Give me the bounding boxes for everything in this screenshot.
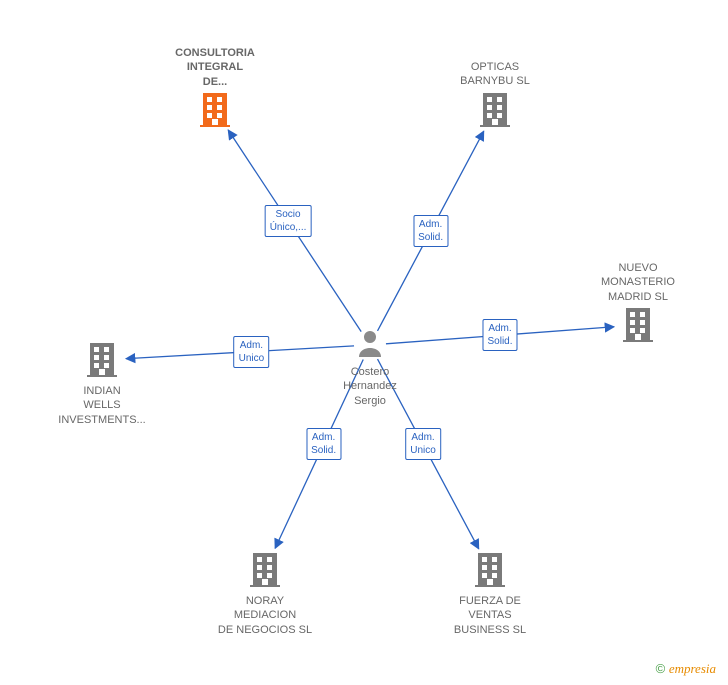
edge-label-fuerza: Adm.Unico — [405, 428, 441, 460]
node-label-noray: NORAYMEDIACIONDE NEGOCIOS SL — [205, 594, 325, 637]
building-icon-indian — [87, 343, 117, 377]
footer-brand: empresia — [669, 661, 716, 676]
node-label-consultoria: CONSULTORIAINTEGRALDE... — [155, 46, 275, 89]
edge-label-opticas: Adm.Solid. — [413, 215, 448, 247]
edge-label-indian: Adm.Unico — [234, 336, 270, 368]
node-label-indian: INDIANWELLSINVESTMENTS... — [42, 384, 162, 427]
edge-label-noray: Adm.Solid. — [306, 428, 341, 460]
node-label-center: CosteroHernandezSergio — [310, 365, 430, 408]
building-icon-opticas — [480, 93, 510, 127]
building-icon-noray — [250, 553, 280, 587]
edge-label-consultoria: SocioÚnico,... — [265, 205, 312, 237]
node-label-opticas: OPTICASBARNYBU SL — [435, 60, 555, 89]
person-icon — [359, 331, 381, 357]
building-icon-nuevo — [623, 308, 653, 342]
node-label-nuevo: NUEVOMONASTERIOMADRID SL — [578, 261, 698, 304]
edge-label-nuevo: Adm.Solid. — [482, 319, 517, 351]
building-icon-fuerza — [475, 553, 505, 587]
footer: © empresia — [656, 661, 716, 677]
footer-copyright: © — [656, 661, 666, 676]
diagram-canvas — [0, 0, 728, 685]
node-label-fuerza: FUERZA DEVENTASBUSINESS SL — [430, 594, 550, 637]
building-icon-consultoria — [200, 93, 230, 127]
